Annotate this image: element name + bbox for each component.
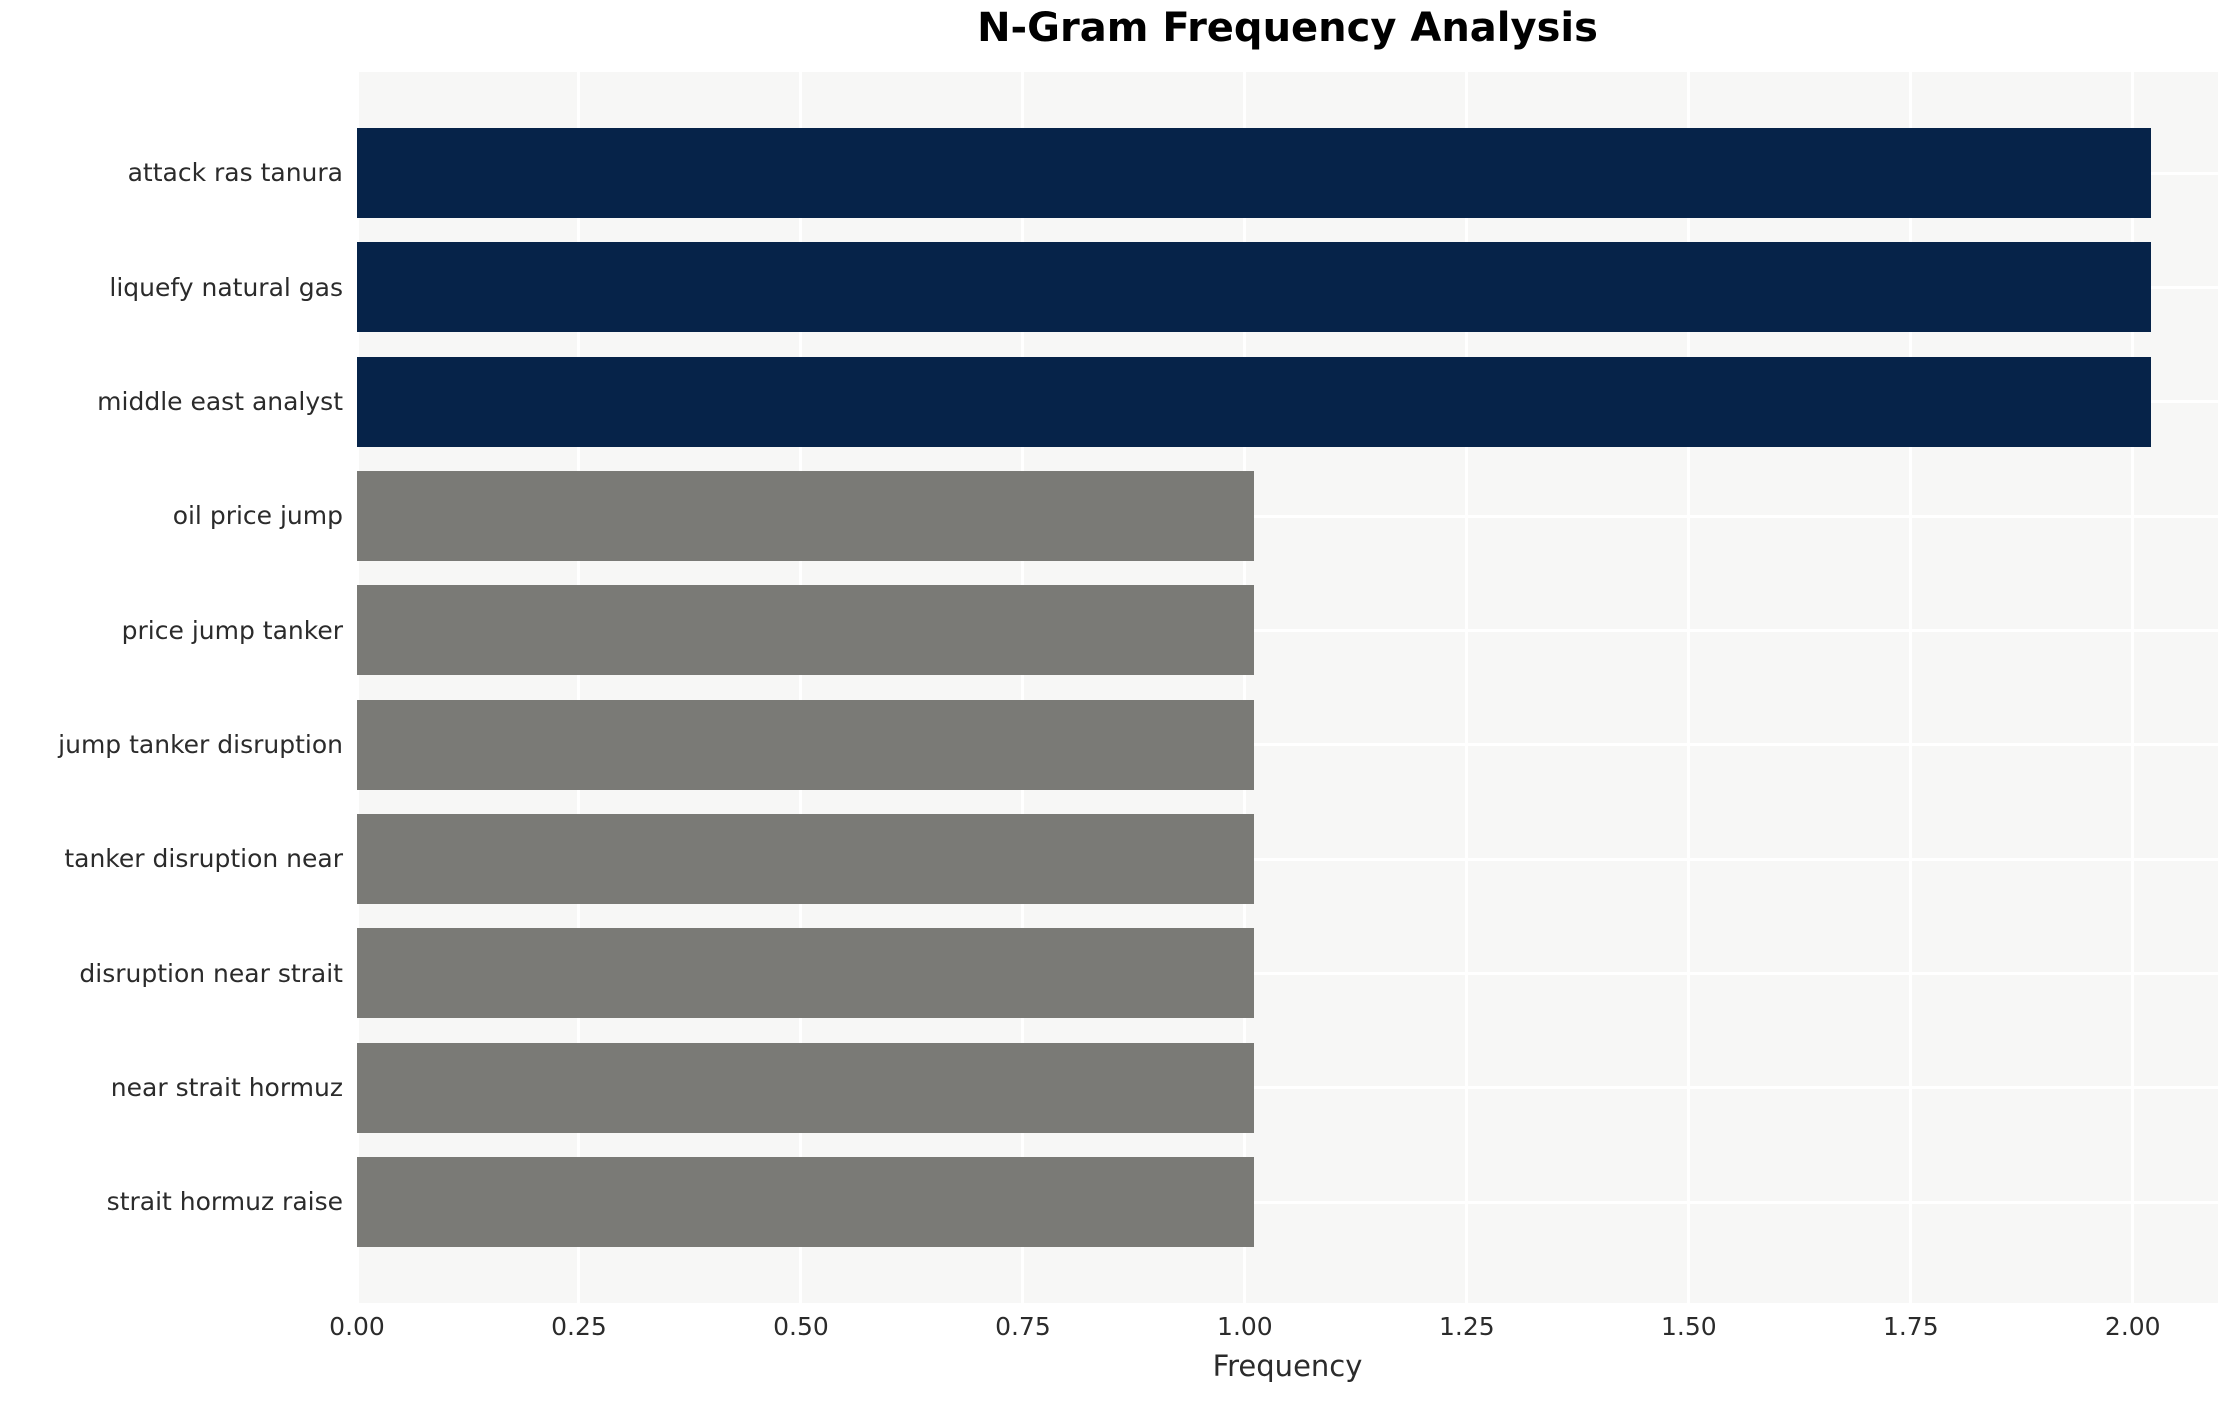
bar-row: liquefy natural gas	[0, 242, 2237, 333]
bar-row: price jump tanker	[0, 585, 2237, 676]
gridline-horizontal	[357, 628, 2218, 632]
category-label: price jump tanker	[121, 615, 343, 645]
x-tick-label: 0.00	[329, 1312, 385, 1341]
gridline-vertical	[1909, 72, 1913, 1303]
bar-row: disruption near strait	[0, 928, 2237, 1019]
bar-track	[357, 813, 2237, 904]
category-label: tanker disruption near	[64, 844, 343, 874]
gridline-vertical	[2131, 72, 2135, 1303]
gridline-vertical	[577, 72, 581, 1303]
x-tick-label: 1.50	[1660, 1312, 1717, 1341]
bar	[357, 242, 2151, 333]
x-tick-label: 0.50	[773, 1312, 829, 1341]
gridline-horizontal	[357, 743, 2218, 747]
gridline-horizontal	[357, 514, 2218, 518]
x-tick-label: 0.25	[551, 1312, 607, 1341]
category-label: liquefy natural gas	[109, 272, 343, 302]
category-label: strait hormuz raise	[106, 1187, 343, 1217]
bar-track	[357, 585, 2237, 676]
bar	[357, 1042, 1254, 1133]
bar-track	[357, 128, 2237, 218]
bar	[357, 928, 1254, 1019]
x-axis-ticks: 0.00 0.25 0.50 0.75 1.00 1.25 1.50 1.75 2.00	[329, 1303, 2218, 1353]
gridline-vertical	[1687, 72, 1691, 1303]
bar-row: strait hormuz raise	[0, 1156, 2237, 1247]
bar-row: middle east analyst	[0, 356, 2237, 447]
bar	[357, 128, 2151, 218]
category-label: attack ras tanura	[127, 158, 343, 188]
bar-track	[357, 356, 2237, 447]
category-label: middle east analyst	[97, 386, 343, 416]
bar-row: near strait hormuz	[0, 1042, 2237, 1133]
bar-track	[357, 242, 2237, 333]
bar-row: jump tanker disruption	[0, 699, 2237, 790]
bar-track	[357, 699, 2237, 790]
gridline-vertical	[1021, 72, 1025, 1303]
x-axis-label: Frequency	[1212, 1349, 1363, 1383]
category-label: oil price jump	[172, 501, 343, 531]
bar-track	[357, 1156, 2237, 1247]
x-tick-label: 1.75	[1882, 1312, 1939, 1341]
gridline-vertical	[355, 72, 359, 1303]
bar-row: tanker disruption near	[0, 813, 2237, 904]
bar-track	[357, 928, 2237, 1019]
bar-row: attack ras tanura	[0, 128, 2237, 218]
bar	[357, 1156, 1254, 1247]
bar	[357, 470, 1254, 561]
category-label: disruption near strait	[79, 958, 343, 988]
x-tick-label: 2.00	[2104, 1312, 2161, 1341]
bar-track	[357, 470, 2237, 561]
gridline-horizontal	[357, 971, 2218, 975]
bar	[357, 699, 1254, 790]
x-tick-label: 1.00	[1217, 1312, 1273, 1341]
gridline-horizontal	[357, 1200, 2218, 1204]
category-label: near strait hormuz	[110, 1072, 343, 1102]
bar-track	[357, 1042, 2237, 1133]
gridline-vertical	[1243, 72, 1247, 1303]
bar	[357, 585, 1254, 676]
x-tick-label: 0.75	[995, 1312, 1051, 1341]
gridline-vertical	[1465, 72, 1469, 1303]
gridline-horizontal	[357, 1086, 2218, 1090]
bar	[357, 356, 2151, 447]
x-tick-label: 1.25	[1439, 1312, 1495, 1341]
gridline-vertical	[799, 72, 803, 1303]
chart-title: N-Gram Frequency Analysis	[977, 5, 1598, 51]
bar-row: oil price jump	[0, 470, 2237, 561]
gridline-horizontal	[357, 857, 2218, 861]
category-label: jump tanker disruption	[58, 729, 343, 759]
bar	[357, 813, 1254, 904]
bar-rows: attack ras tanura liquefy natural gas midd…	[0, 72, 2237, 1303]
